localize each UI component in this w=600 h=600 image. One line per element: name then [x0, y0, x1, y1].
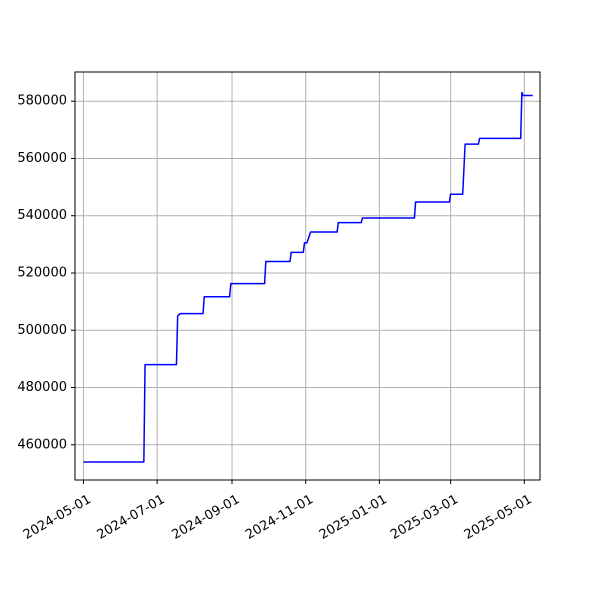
plot-frame: [74, 71, 541, 481]
x-tick-label: 2025-01-01: [317, 492, 390, 543]
y-tick-label: 480000: [17, 380, 67, 395]
grid-layer: [75, 72, 540, 480]
series-layer: [83, 91, 533, 463]
x-tick-label: 2025-05-01: [462, 492, 535, 543]
series-line: [83, 91, 533, 463]
y-tick-label: 460000: [17, 437, 67, 452]
y-tick-label: 540000: [17, 208, 67, 223]
y-tick-label: 520000: [17, 265, 67, 280]
x-tick-label: 2024-07-01: [95, 492, 168, 543]
x-tick-label: 2025-03-01: [388, 492, 461, 543]
y-tick-label: 580000: [17, 94, 67, 109]
x-tick-label: 2024-11-01: [243, 492, 316, 543]
x-tick-label: 2024-09-01: [169, 492, 242, 543]
tick-layer: 2024-05-01 2024-07-01 2024-09-01 2024-11-01…: [17, 94, 534, 543]
y-tick-label: 500000: [17, 323, 67, 338]
x-tick-label: 2024-05-01: [21, 492, 94, 543]
y-tick-label: 560000: [17, 151, 67, 166]
